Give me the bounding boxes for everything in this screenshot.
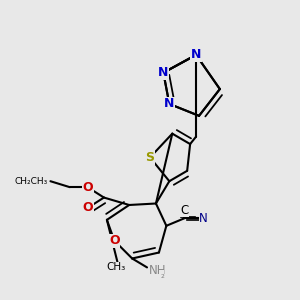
Text: C: C	[180, 204, 188, 217]
Text: O: O	[82, 202, 93, 214]
Text: N: N	[164, 98, 175, 110]
Text: ₂: ₂	[160, 270, 164, 280]
Text: N: N	[191, 48, 201, 62]
Text: N: N	[199, 212, 208, 225]
Text: O: O	[109, 234, 120, 247]
Text: CH₃: CH₃	[106, 262, 125, 272]
Text: NH: NH	[148, 264, 166, 278]
Text: O: O	[82, 181, 93, 194]
Text: S: S	[146, 151, 154, 164]
Text: N: N	[158, 66, 169, 79]
Text: CH₂CH₃: CH₂CH₃	[14, 177, 47, 186]
